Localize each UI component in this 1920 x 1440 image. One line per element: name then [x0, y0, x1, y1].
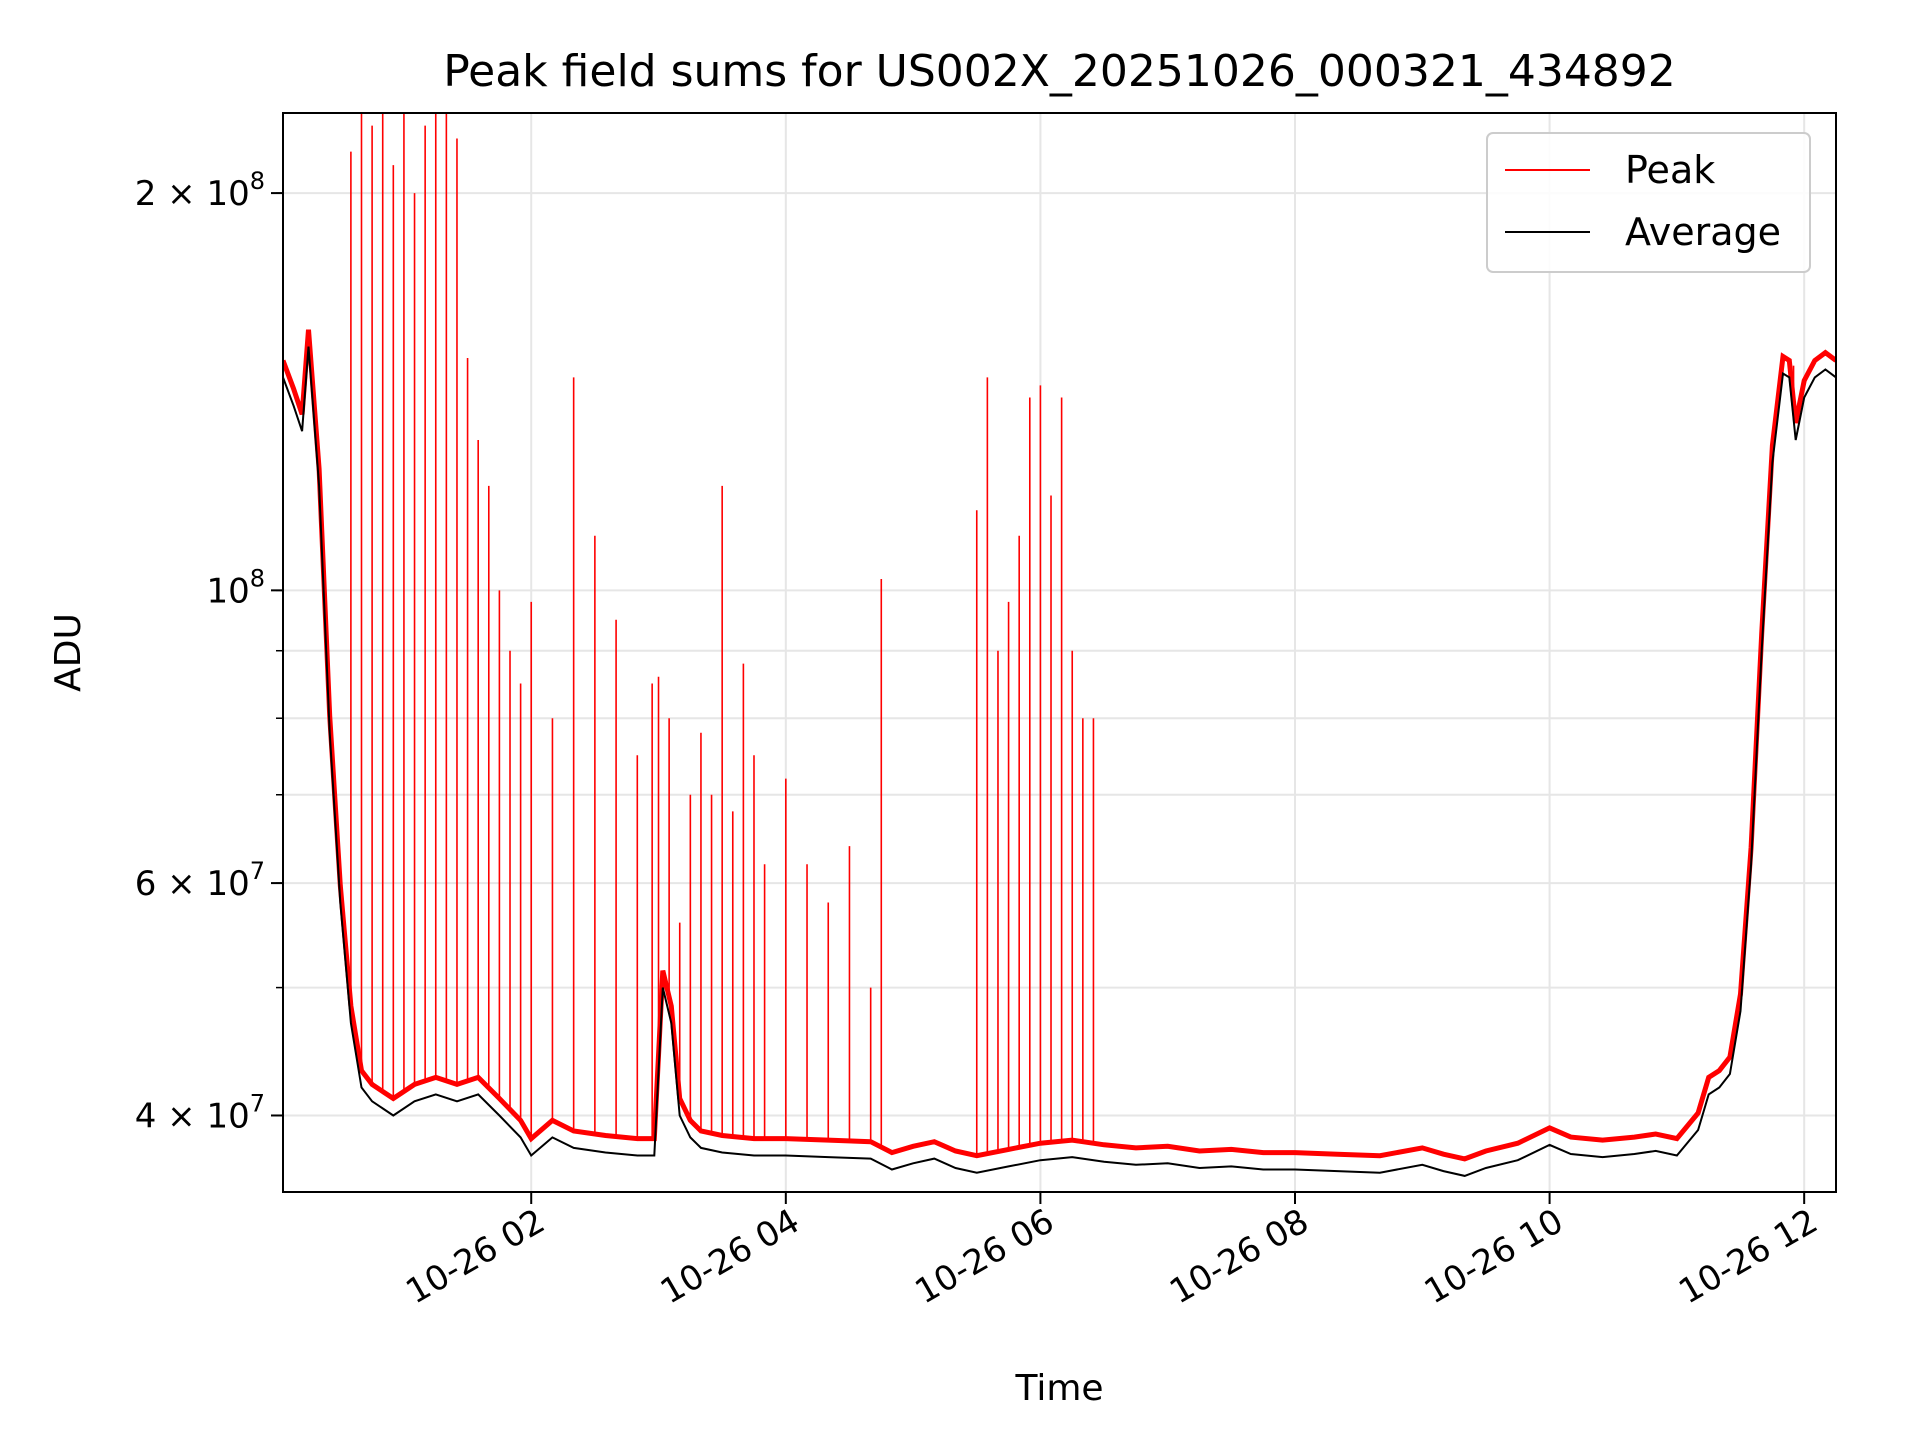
y-tick-label: 108: [206, 564, 265, 611]
legend: Peak Average: [1486, 132, 1811, 273]
legend-label-peak: Peak: [1625, 148, 1715, 192]
legend-label-average: Average: [1625, 210, 1781, 254]
y-tick-label: 4 × 107: [135, 1089, 265, 1136]
plot-frame: [282, 112, 1837, 1193]
peak-series: [283, 113, 1836, 1162]
y-axis-label: ADU: [48, 613, 89, 692]
legend-box: [1486, 132, 1811, 273]
y-tick-label: 2 × 108: [135, 167, 265, 214]
peak-line: [283, 329, 1836, 1162]
average-line: [283, 346, 1836, 1177]
y-tick-label: 6 × 107: [135, 857, 265, 904]
average-series: [283, 346, 1836, 1177]
x-axis-label: Time: [1014, 1368, 1103, 1409]
chart-title: Peak field sums for US002X_20251026_0003…: [443, 46, 1676, 97]
